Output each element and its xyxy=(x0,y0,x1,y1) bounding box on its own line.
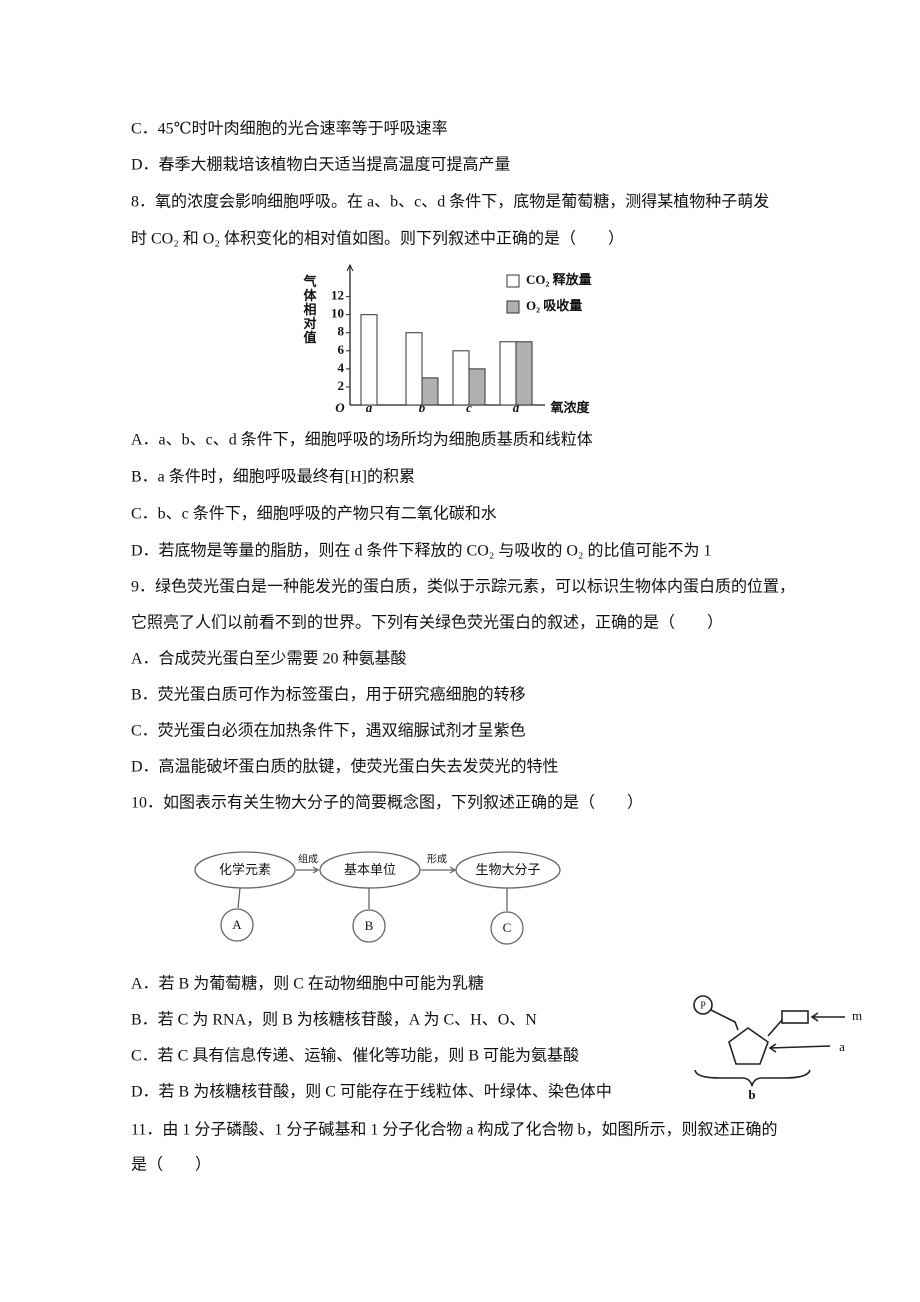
nucleotide-figure xyxy=(693,995,845,1087)
concept-diagram xyxy=(194,851,561,945)
phosphate xyxy=(693,995,713,1015)
figure-label: a xyxy=(839,1039,845,1054)
arrow xyxy=(421,866,457,874)
circle-label: B xyxy=(365,918,374,933)
option: D．若 B 为核糖核苷酸，则 C 可能存在于线粒体、叶绿体、染色体中 xyxy=(131,1083,612,1101)
circle-shape xyxy=(220,908,254,942)
legend-swatch xyxy=(506,274,520,288)
node-shape xyxy=(194,851,296,889)
circle-shape xyxy=(352,909,386,943)
question-stem: 11．由 1 分子磷酸、1 分子碱基和 1 分子化合物 a 构成了化合物 b，如… xyxy=(131,1121,778,1139)
pentose xyxy=(728,1027,769,1065)
y-tick-label: 12 xyxy=(331,288,344,303)
x-tick-label: b xyxy=(419,400,426,415)
x-axis-label: 氧浓度 xyxy=(549,400,590,415)
bar xyxy=(515,341,533,406)
question-stem: 9．绿色荧光蛋白是一种能发光的蛋白质，类似于示踪元素，可以标识生物体内蛋白质的位… xyxy=(131,578,795,596)
option: D．若底物是等量的脂肪，则在 d 条件下释放的 CO₂ 与吸收的 O₂ 的比值可… xyxy=(131,542,712,560)
brace xyxy=(694,1069,811,1087)
node-shape xyxy=(319,851,421,889)
origin-label: O xyxy=(335,400,345,415)
legend-swatch xyxy=(506,300,520,314)
figure-label: m xyxy=(852,1008,862,1023)
base xyxy=(781,1010,809,1024)
axis-arrow xyxy=(346,263,354,272)
question-stem: 10．如图表示有关生物大分子的简要概念图，下列叙述正确的是（ ） xyxy=(131,793,643,812)
legend-label: CO₂ 释放量 xyxy=(526,272,592,287)
figure-label: P xyxy=(700,1000,706,1011)
arrow xyxy=(296,866,320,874)
x-tick-label: a xyxy=(366,400,373,415)
bond xyxy=(710,1009,739,1031)
edge-label: 组成 xyxy=(298,852,318,865)
x-tick-label: d xyxy=(513,400,520,415)
node-label: 生物大分子 xyxy=(475,862,540,877)
bar xyxy=(452,350,470,406)
question-stem: 它照亮了人们以前看不到的世界。下列有关绿色荧光蛋白的叙述，正确的是（ ） xyxy=(131,614,723,632)
y-tick-label: 10 xyxy=(331,306,344,321)
option: B．荧光蛋白质可作为标签蛋白，用于研究癌细胞的转移 xyxy=(131,686,526,704)
bar xyxy=(421,377,439,406)
y-tick-label: 8 xyxy=(338,324,345,339)
connector xyxy=(237,887,508,911)
circle-label: A xyxy=(232,917,242,932)
legend-label: O₂ 吸收量 xyxy=(526,298,582,313)
bond xyxy=(767,1019,783,1037)
x-tick-label: c xyxy=(466,400,472,415)
option: C．荧光蛋白必须在加热条件下，遇双缩脲试剂才呈紫色 xyxy=(131,722,526,740)
option: D．春季大棚栽培该植物白天适当提高温度可提高产量 xyxy=(131,156,511,174)
bar xyxy=(405,332,423,406)
node-label: 基本单位 xyxy=(344,862,396,877)
option: B．若 C 为 RNA，则 B 为核糖核苷酸，A 为 C、H、O、N xyxy=(131,1011,537,1029)
circle-label: C xyxy=(503,920,512,935)
node-label: 化学元素 xyxy=(219,862,271,877)
option: A．若 B 为葡萄糖，则 C 在动物细胞中可能为乳糖 xyxy=(131,975,484,993)
question-stem: 8．氧的浓度会影响细胞呼吸。在 a、b、c、d 条件下，底物是葡萄糖，测得某植物… xyxy=(131,193,769,211)
option: C．若 C 具有信息传递、运输、催化等功能，则 B 可能为氨基酸 xyxy=(131,1047,579,1065)
option: A．合成荧光蛋白至少需要 20 种氨基酸 xyxy=(131,650,407,668)
bar xyxy=(468,368,486,406)
y-axis-label: 气体相对值 xyxy=(303,274,317,345)
y-tick-label: 4 xyxy=(338,360,345,375)
y-tick-label: 2 xyxy=(338,378,345,393)
option: A．a、b、c、d 条件下，细胞呼吸的场所均为细胞质基质和线粒体 xyxy=(131,431,593,449)
bar xyxy=(499,341,517,406)
question-stem: 时 CO₂ 和 O₂ 体积变化的相对值如图。则下列叙述中正确的是（ ） xyxy=(131,230,624,248)
option: D．高温能破坏蛋白质的肽键，使荧光蛋白失去发荧光的特性 xyxy=(131,758,559,776)
figure-label: b xyxy=(748,1087,755,1102)
option: C．b、c 条件下，细胞呼吸的产物只有二氧化碳和水 xyxy=(131,505,497,523)
option: C．45℃时叶肉细胞的光合速率等于呼吸速率 xyxy=(131,120,448,138)
arrow xyxy=(810,1012,845,1022)
question-stem: 是（ ） xyxy=(131,1156,211,1174)
circle-shape xyxy=(490,911,524,945)
option: B．a 条件时，细胞呼吸最终有[H]的积累 xyxy=(131,468,415,486)
arrow xyxy=(768,1043,831,1053)
edge-label: 形成 xyxy=(427,853,447,865)
y-tick-label: 6 xyxy=(338,342,345,357)
bar xyxy=(360,314,378,406)
